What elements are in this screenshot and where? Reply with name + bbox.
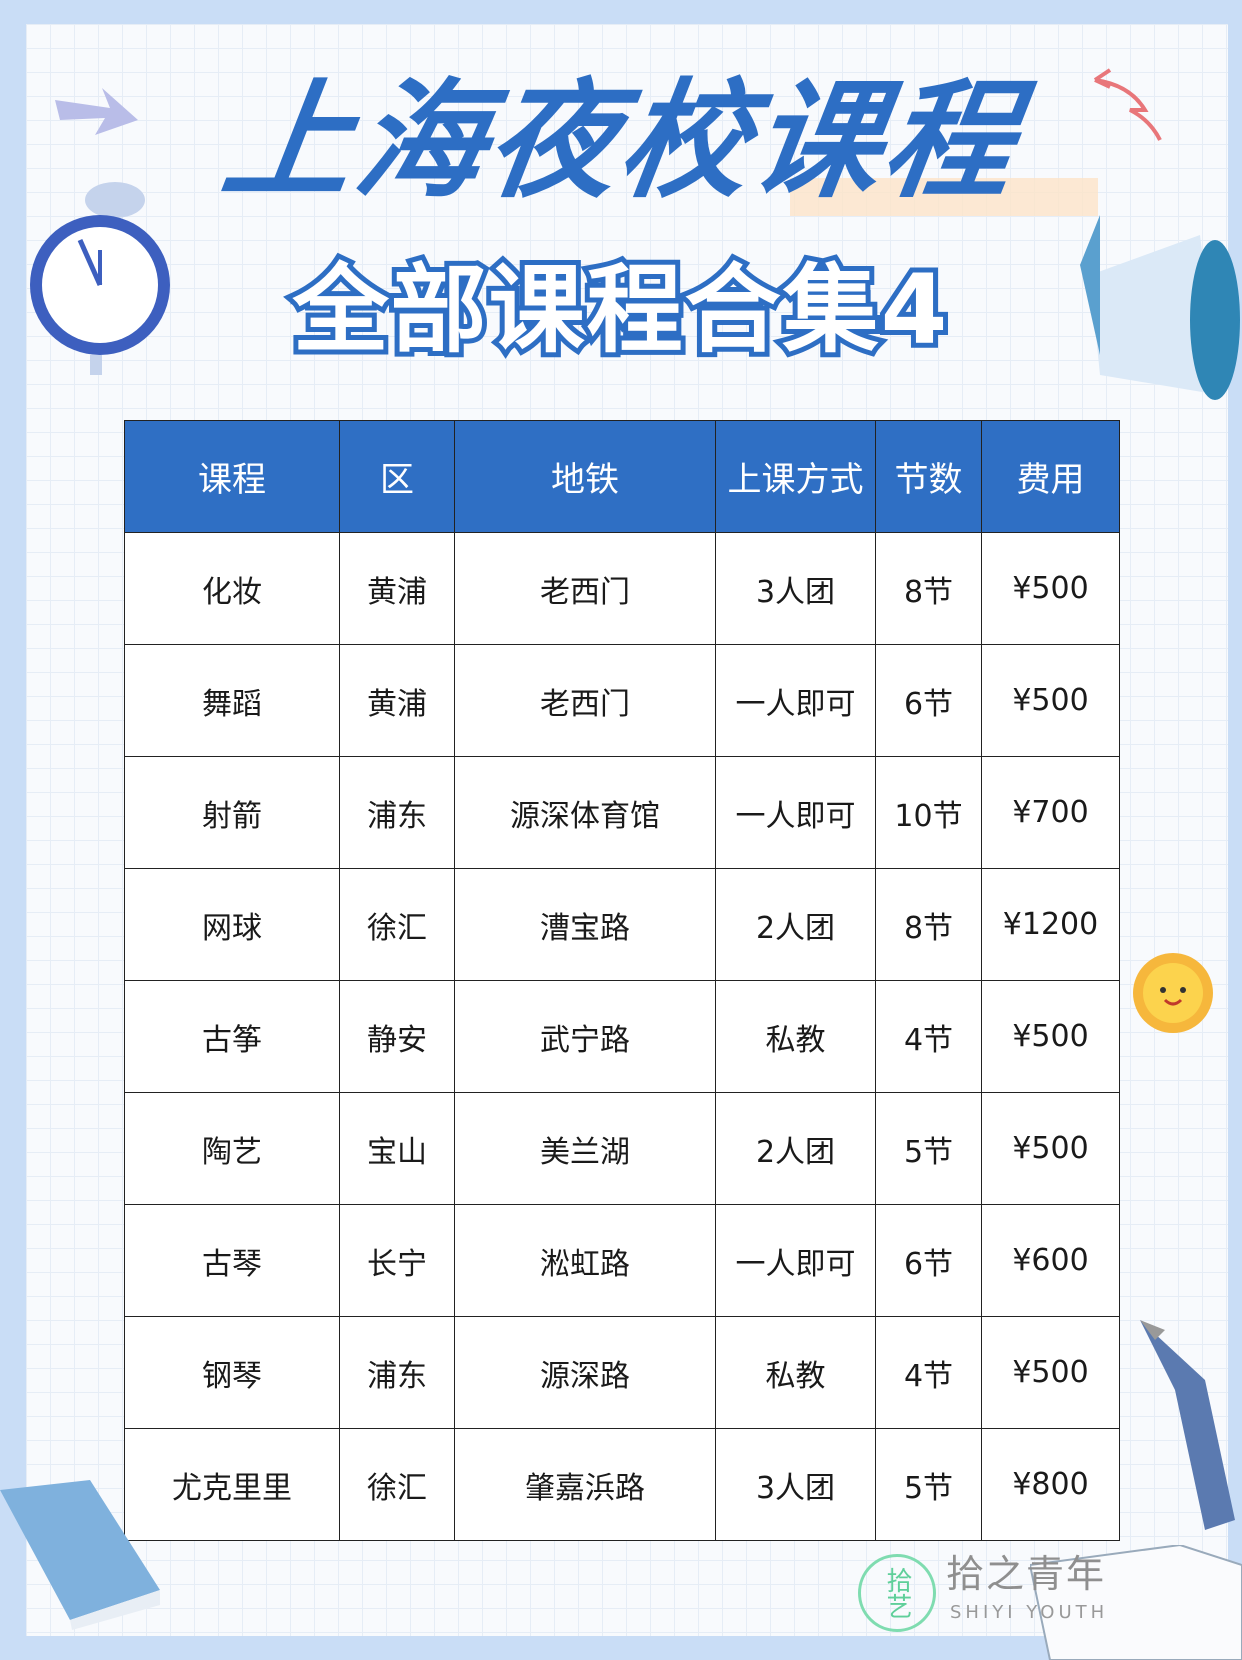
table-row: 古筝 静安 武宁路 私教 4节 ¥500: [124, 980, 1120, 1093]
cell-sessions: 8节: [875, 532, 982, 645]
cell-class-mode: 3人团: [715, 532, 876, 645]
cell-district: 浦东: [339, 1316, 455, 1429]
pen-icon: [1140, 1320, 1235, 1530]
table-row: 尤克里里 徐汇 肇嘉浜路 3人团 5节 ¥800: [124, 1428, 1120, 1541]
cell-sessions: 8节: [875, 868, 982, 981]
cell-class-mode: 一人即可: [715, 756, 876, 869]
cell-metro: 老西门: [454, 644, 716, 757]
table-row: 化妆 黄浦 老西门 3人团 8节 ¥500: [124, 532, 1120, 645]
cell-sessions: 6节: [875, 1204, 982, 1317]
cell-fee: ¥1200: [981, 868, 1120, 981]
cell-course: 化妆: [124, 532, 340, 645]
header-metro: 地铁: [454, 420, 716, 533]
cell-district: 长宁: [339, 1204, 455, 1317]
book-icon: [0, 1480, 160, 1630]
watermark-logo: 拾艺: [858, 1554, 936, 1632]
cell-metro: 美兰湖: [454, 1092, 716, 1205]
table-header-row: 课程 区 地铁 上课方式 节数 费用: [124, 420, 1120, 533]
cell-fee: ¥500: [981, 644, 1120, 757]
header-district: 区: [339, 420, 455, 533]
cell-metro: 武宁路: [454, 980, 716, 1093]
megaphone-icon: [1080, 215, 1240, 400]
cell-sessions: 4节: [875, 980, 982, 1093]
cell-course: 陶艺: [124, 1092, 340, 1205]
cell-course: 钢琴: [124, 1316, 340, 1429]
cell-fee: ¥600: [981, 1204, 1120, 1317]
cell-class-mode: 私教: [715, 980, 876, 1093]
header-sessions: 节数: [875, 420, 982, 533]
page-subtitle: 全部课程合集4: [288, 249, 953, 371]
cell-course: 尤克里里: [124, 1428, 340, 1541]
cell-metro: 漕宝路: [454, 868, 716, 981]
cell-metro: 源深路: [454, 1316, 716, 1429]
cell-district: 黄浦: [339, 532, 455, 645]
cell-metro: 肇嘉浜路: [454, 1428, 716, 1541]
arrow-icon: [55, 88, 138, 135]
cell-fee: ¥500: [981, 532, 1120, 645]
cell-class-mode: 2人团: [715, 868, 876, 981]
header-fee: 费用: [981, 420, 1120, 533]
table-row: 网球 徐汇 漕宝路 2人团 8节 ¥1200: [124, 868, 1120, 981]
table-row: 陶艺 宝山 美兰湖 2人团 5节 ¥500: [124, 1092, 1120, 1205]
watermark-name: 拾之青年: [946, 1552, 1107, 1596]
cell-class-mode: 一人即可: [715, 1204, 876, 1317]
cell-class-mode: 一人即可: [715, 644, 876, 757]
cell-district: 浦东: [339, 756, 455, 869]
cell-district: 徐汇: [339, 1428, 455, 1541]
table-row: 古琴 长宁 淞虹路 一人即可 6节 ¥600: [124, 1204, 1120, 1317]
title-highlight: [790, 178, 1098, 216]
course-table: 课程 区 地铁 上课方式 节数 费用 化妆 黄浦 老西门 3人团 8节 ¥500 舞蹈 黄浦老…: [124, 420, 1120, 1541]
notebook-icon: [1030, 1545, 1242, 1660]
cell-fee: ¥500: [981, 1316, 1120, 1429]
cell-fee: ¥500: [981, 1092, 1120, 1205]
cell-course: 舞蹈: [124, 644, 340, 757]
table-row: 射箭 浦东 源深体育馆 一人即可 10节 ¥700: [124, 756, 1120, 869]
cell-district: 黄浦: [339, 644, 455, 757]
table-row: 舞蹈 黄浦 老西门 一人即可 6节 ¥500: [124, 644, 1120, 757]
alarm-clock-icon: [30, 182, 170, 375]
cell-district: 宝山: [339, 1092, 455, 1205]
squiggle-arrow-icon: [1093, 68, 1162, 141]
cell-sessions: 5节: [875, 1428, 982, 1541]
cell-course: 古筝: [124, 980, 340, 1093]
cell-sessions: 6节: [875, 644, 982, 757]
cell-class-mode: 3人团: [715, 1428, 876, 1541]
cell-sessions: 5节: [875, 1092, 982, 1205]
cell-sessions: 4节: [875, 1316, 982, 1429]
cell-fee: ¥700: [981, 756, 1120, 869]
cell-metro: 淞虹路: [454, 1204, 716, 1317]
header-course: 课程: [124, 420, 340, 533]
cell-class-mode: 私教: [715, 1316, 876, 1429]
header-class-mode: 上课方式: [715, 420, 876, 533]
cell-course: 古琴: [124, 1204, 340, 1317]
watermark-sub: SHIYI YOUTH: [950, 1602, 1109, 1623]
cell-course: 射箭: [124, 756, 340, 869]
cell-course: 网球: [124, 868, 340, 981]
cell-district: 静安: [339, 980, 455, 1093]
table-row: 钢琴 浦东 源深路 私教 4节 ¥500: [124, 1316, 1120, 1429]
cell-class-mode: 2人团: [715, 1092, 876, 1205]
cell-fee: ¥500: [981, 980, 1120, 1093]
cell-fee: ¥800: [981, 1428, 1120, 1541]
cell-metro: 源深体育馆: [454, 756, 716, 869]
cell-metro: 老西门: [454, 532, 716, 645]
cell-sessions: 10节: [875, 756, 982, 869]
cell-district: 徐汇: [339, 868, 455, 981]
sun-icon: [1133, 953, 1213, 1033]
